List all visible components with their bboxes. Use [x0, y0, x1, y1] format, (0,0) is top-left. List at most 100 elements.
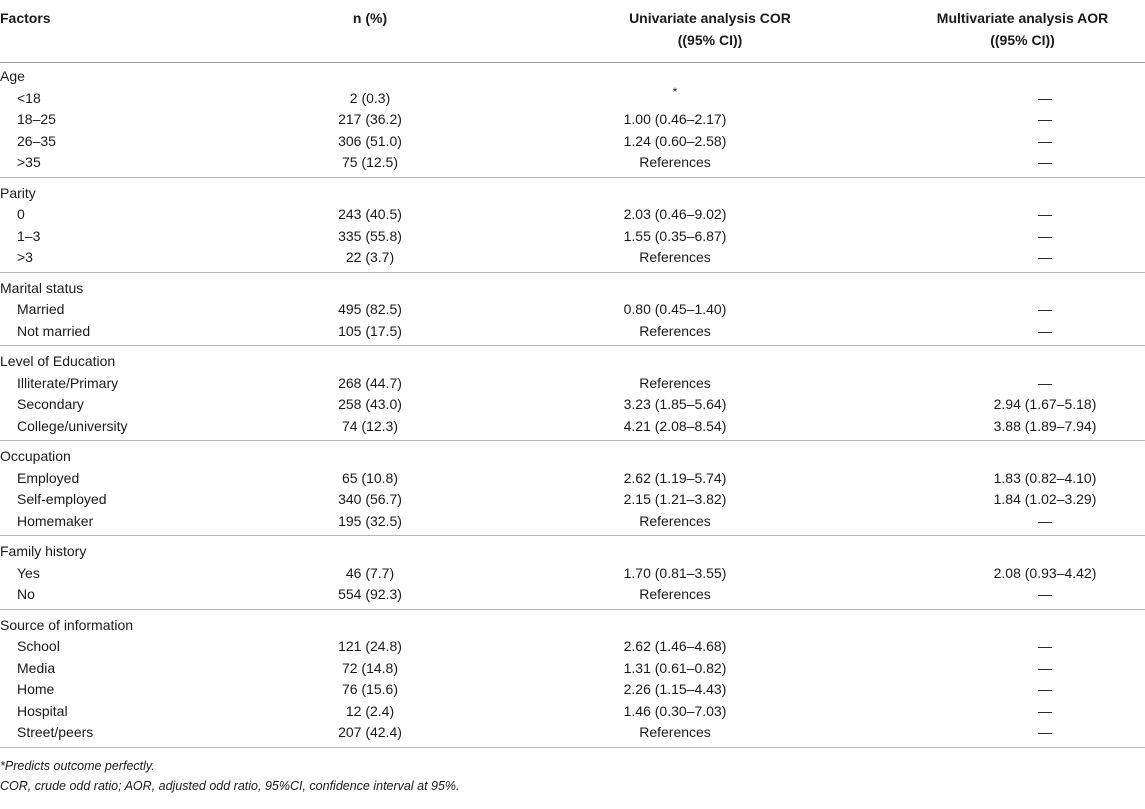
n-percent-cell: 65 (10.8) — [341, 469, 399, 486]
factor-cell: Married — [17, 301, 65, 317]
factor-cell: Media — [17, 659, 56, 676]
n-percent-cell: 217 (36.2) — [338, 111, 402, 127]
table-row: College/university 74 (12.3) 4.21 (2.08–8.… — [0, 416, 1145, 438]
table-row: Married 495 (82.5) 0.80 (0.45–1.40) — — [0, 299, 1145, 321]
factor-cell: 18–25 — [17, 111, 56, 127]
header-univariate-line1: Univariate analysis COR — [629, 10, 791, 26]
n-percent-cell: 207 (42.4) — [338, 724, 402, 740]
table-row: 1–3 335 (55.8) 1.55 (0.35–6.87) — — [0, 226, 1145, 248]
factor-cell: No — [17, 586, 35, 602]
aor-cell: — — [1038, 89, 1052, 106]
aor-cell: — — [1038, 249, 1052, 265]
cor-cell: References — [639, 249, 711, 265]
group-divider — [0, 440, 1145, 441]
group-label-row: Level of Education — [0, 351, 1145, 373]
cor-cell: References — [639, 586, 711, 602]
aor-cell: — — [1038, 111, 1052, 127]
aor-cell: 2.08 (0.93–4.42) — [993, 564, 1097, 581]
factor-cell: College/university — [17, 417, 128, 434]
aor-cell: — — [1038, 154, 1052, 170]
cor-cell: 2.62 (1.46–4.68) — [623, 638, 727, 654]
n-percent-cell: 306 (51.0) — [338, 132, 402, 149]
aor-cell: — — [1038, 322, 1052, 339]
table-row: Street/peers 207 (42.4) References — — [0, 722, 1145, 744]
table-row: >35 75 (12.5) References — — [0, 152, 1145, 174]
n-percent-cell: 340 (56.7) — [338, 491, 402, 507]
factor-cell: Street/peers — [17, 724, 94, 740]
table-row: 26–35 306 (51.0) 1.24 (0.60–2.58) — — [0, 131, 1145, 153]
group-label: Level of Education — [0, 353, 116, 369]
n-percent-cell: 495 (82.5) — [338, 301, 402, 317]
cor-cell: 1.46 (0.30–7.03) — [623, 702, 727, 719]
factor-cell: Secondary — [17, 396, 84, 412]
n-percent-cell: 335 (55.8) — [338, 227, 402, 244]
group-label-row: Occupation — [0, 446, 1145, 468]
table-row: Hospital 12 (2.4) 1.46 (0.30–7.03) — — [0, 701, 1145, 723]
n-percent-cell: 121 (24.8) — [338, 638, 402, 654]
aor-cell: — — [1038, 132, 1052, 149]
header-multivariate: Multivariate analysis AOR ((95% CI)) — [900, 7, 1145, 51]
n-percent-cell: 72 (14.8) — [341, 659, 399, 676]
n-percent-cell: 46 (7.7) — [345, 564, 395, 581]
footnote: COR, crude odd ratio; AOR, adjusted odd … — [0, 778, 460, 793]
aor-cell: — — [1038, 227, 1052, 244]
group-label-row: Parity — [0, 183, 1145, 205]
aor-cell: 1.83 (0.82–4.10) — [993, 469, 1097, 486]
header-factors: Factors — [0, 10, 51, 26]
factor-cell: Homemaker — [17, 512, 94, 529]
group-divider — [0, 271, 1145, 273]
table-row: No 554 (92.3) References — — [0, 584, 1145, 606]
factor-cell: <18 — [17, 89, 41, 106]
n-percent-cell: 258 (43.0) — [338, 396, 402, 412]
aor-cell: — — [1038, 681, 1052, 697]
aor-cell: 2.94 (1.67–5.18) — [993, 396, 1097, 412]
group-label: Family history — [0, 543, 87, 559]
aor-cell: — — [1038, 586, 1052, 602]
factor-cell: Yes — [17, 564, 40, 581]
factor-cell: >3 — [17, 249, 33, 265]
aor-cell: — — [1038, 512, 1052, 529]
factor-cell: Hospital — [17, 702, 68, 719]
factor-cell: 26–35 — [17, 132, 56, 149]
cor-cell: References — [639, 512, 711, 529]
table-row: Self-employed 340 (56.7) 2.15 (1.21–3.82) 1… — [0, 489, 1145, 511]
n-percent-cell: 195 (32.5) — [338, 512, 402, 529]
n-percent-cell: 268 (44.7) — [338, 374, 402, 391]
table-row: 0 243 (40.5) 2.03 (0.46–9.02) — — [0, 204, 1145, 226]
n-percent-cell: 76 (15.6) — [341, 681, 399, 697]
group-divider — [0, 345, 1145, 346]
cor-cell: 0.80 (0.45–1.40) — [623, 301, 727, 317]
group-label-row: Family history — [0, 541, 1145, 563]
cor-cell: 2.03 (0.46–9.02) — [623, 206, 727, 222]
n-percent-cell: 2 (0.3) — [349, 89, 391, 106]
footnote: *Predicts outcome perfectly. — [0, 758, 155, 773]
group-divider — [0, 746, 1145, 748]
aor-cell: — — [1038, 374, 1052, 391]
cor-cell: References — [639, 154, 711, 170]
aor-cell: — — [1038, 659, 1052, 676]
cor-cell: References — [639, 724, 711, 740]
factor-cell: Home — [17, 681, 55, 697]
factor-cell: Not married — [17, 322, 91, 339]
factor-cell: Self-employed — [17, 491, 107, 507]
table-row: Home 76 (15.6) 2.26 (1.15–4.43) — — [0, 679, 1145, 701]
aor-cell: — — [1038, 301, 1052, 317]
cor-cell: 3.23 (1.85–5.64) — [623, 396, 727, 412]
group-label: Age — [0, 68, 25, 84]
table-row: <18 2 (0.3) * — — [0, 86, 1145, 110]
table-header: Factors n (%) Univariate analysis COR ((… — [0, 0, 1145, 63]
group-label: Parity — [0, 184, 36, 201]
header-multivariate-line2: ((95% CI)) — [990, 32, 1055, 48]
header-multivariate-line1: Multivariate analysis AOR — [936, 10, 1109, 26]
table-row: Secondary 258 (43.0) 3.23 (1.85–5.64) 2.94 … — [0, 394, 1145, 416]
group-divider — [0, 608, 1145, 610]
cor-cell: 2.26 (1.15–4.43) — [623, 681, 727, 697]
table-row: >3 22 (3.7) References — — [0, 247, 1145, 269]
cor-cell: 1.55 (0.35–6.87) — [623, 227, 727, 244]
n-percent-cell: 12 (2.4) — [345, 702, 395, 719]
table-row: Media 72 (14.8) 1.31 (0.61–0.82) — — [0, 658, 1145, 680]
cor-cell: 2.15 (1.21–3.82) — [623, 491, 727, 507]
table-row: Employed 65 (10.8) 2.62 (1.19–5.74) 1.83 (0… — [0, 468, 1145, 490]
table-row: Illiterate/Primary 268 (44.7) References — — [0, 373, 1145, 395]
n-percent-cell: 74 (12.3) — [341, 417, 399, 434]
